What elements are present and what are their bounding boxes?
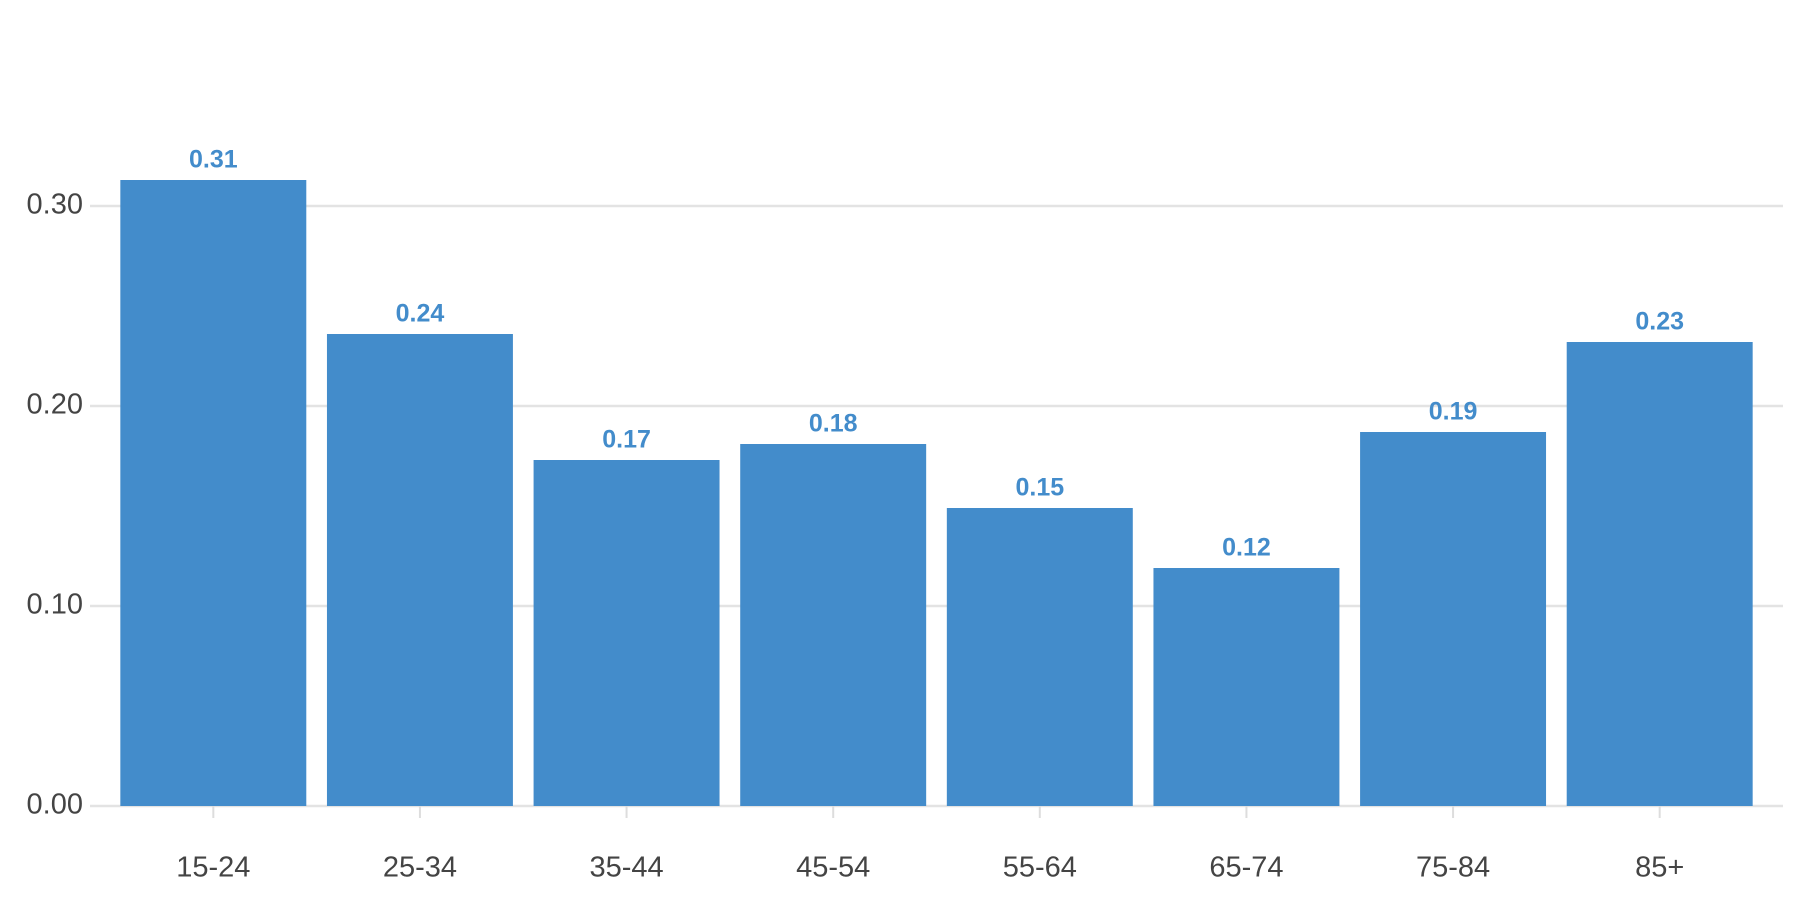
x-tick-label: 15-24 <box>176 852 250 884</box>
value-label: 0.23 <box>1635 308 1684 336</box>
x-tick-label: 65-74 <box>1209 852 1283 884</box>
value-label: 0.15 <box>1015 474 1064 502</box>
bar <box>1566 342 1753 806</box>
x-tick-label: 85+ <box>1635 852 1684 884</box>
bar <box>1360 432 1547 806</box>
y-tick-label: 0.30 <box>27 189 83 221</box>
bar <box>1153 568 1340 806</box>
value-label: 0.17 <box>602 426 651 454</box>
y-tick-label: 0.00 <box>27 789 83 821</box>
value-label: 0.19 <box>1429 398 1478 426</box>
bar <box>120 180 307 806</box>
bar <box>533 460 720 806</box>
bar <box>326 334 513 806</box>
value-label: 0.31 <box>189 146 238 174</box>
x-tick-label: 45-54 <box>796 852 870 884</box>
y-tick-label: 0.20 <box>27 389 83 421</box>
x-tick-label: 55-64 <box>1003 852 1077 884</box>
value-label: 0.24 <box>396 300 445 328</box>
x-tick-label: 35-44 <box>589 852 663 884</box>
y-tick-label: 0.10 <box>27 589 83 621</box>
x-tick-label: 25-34 <box>383 852 457 884</box>
value-label: 0.12 <box>1222 534 1271 562</box>
value-label: 0.18 <box>809 410 858 438</box>
bar <box>740 444 927 806</box>
bar <box>946 508 1133 806</box>
x-tick-label: 75-84 <box>1416 852 1490 884</box>
